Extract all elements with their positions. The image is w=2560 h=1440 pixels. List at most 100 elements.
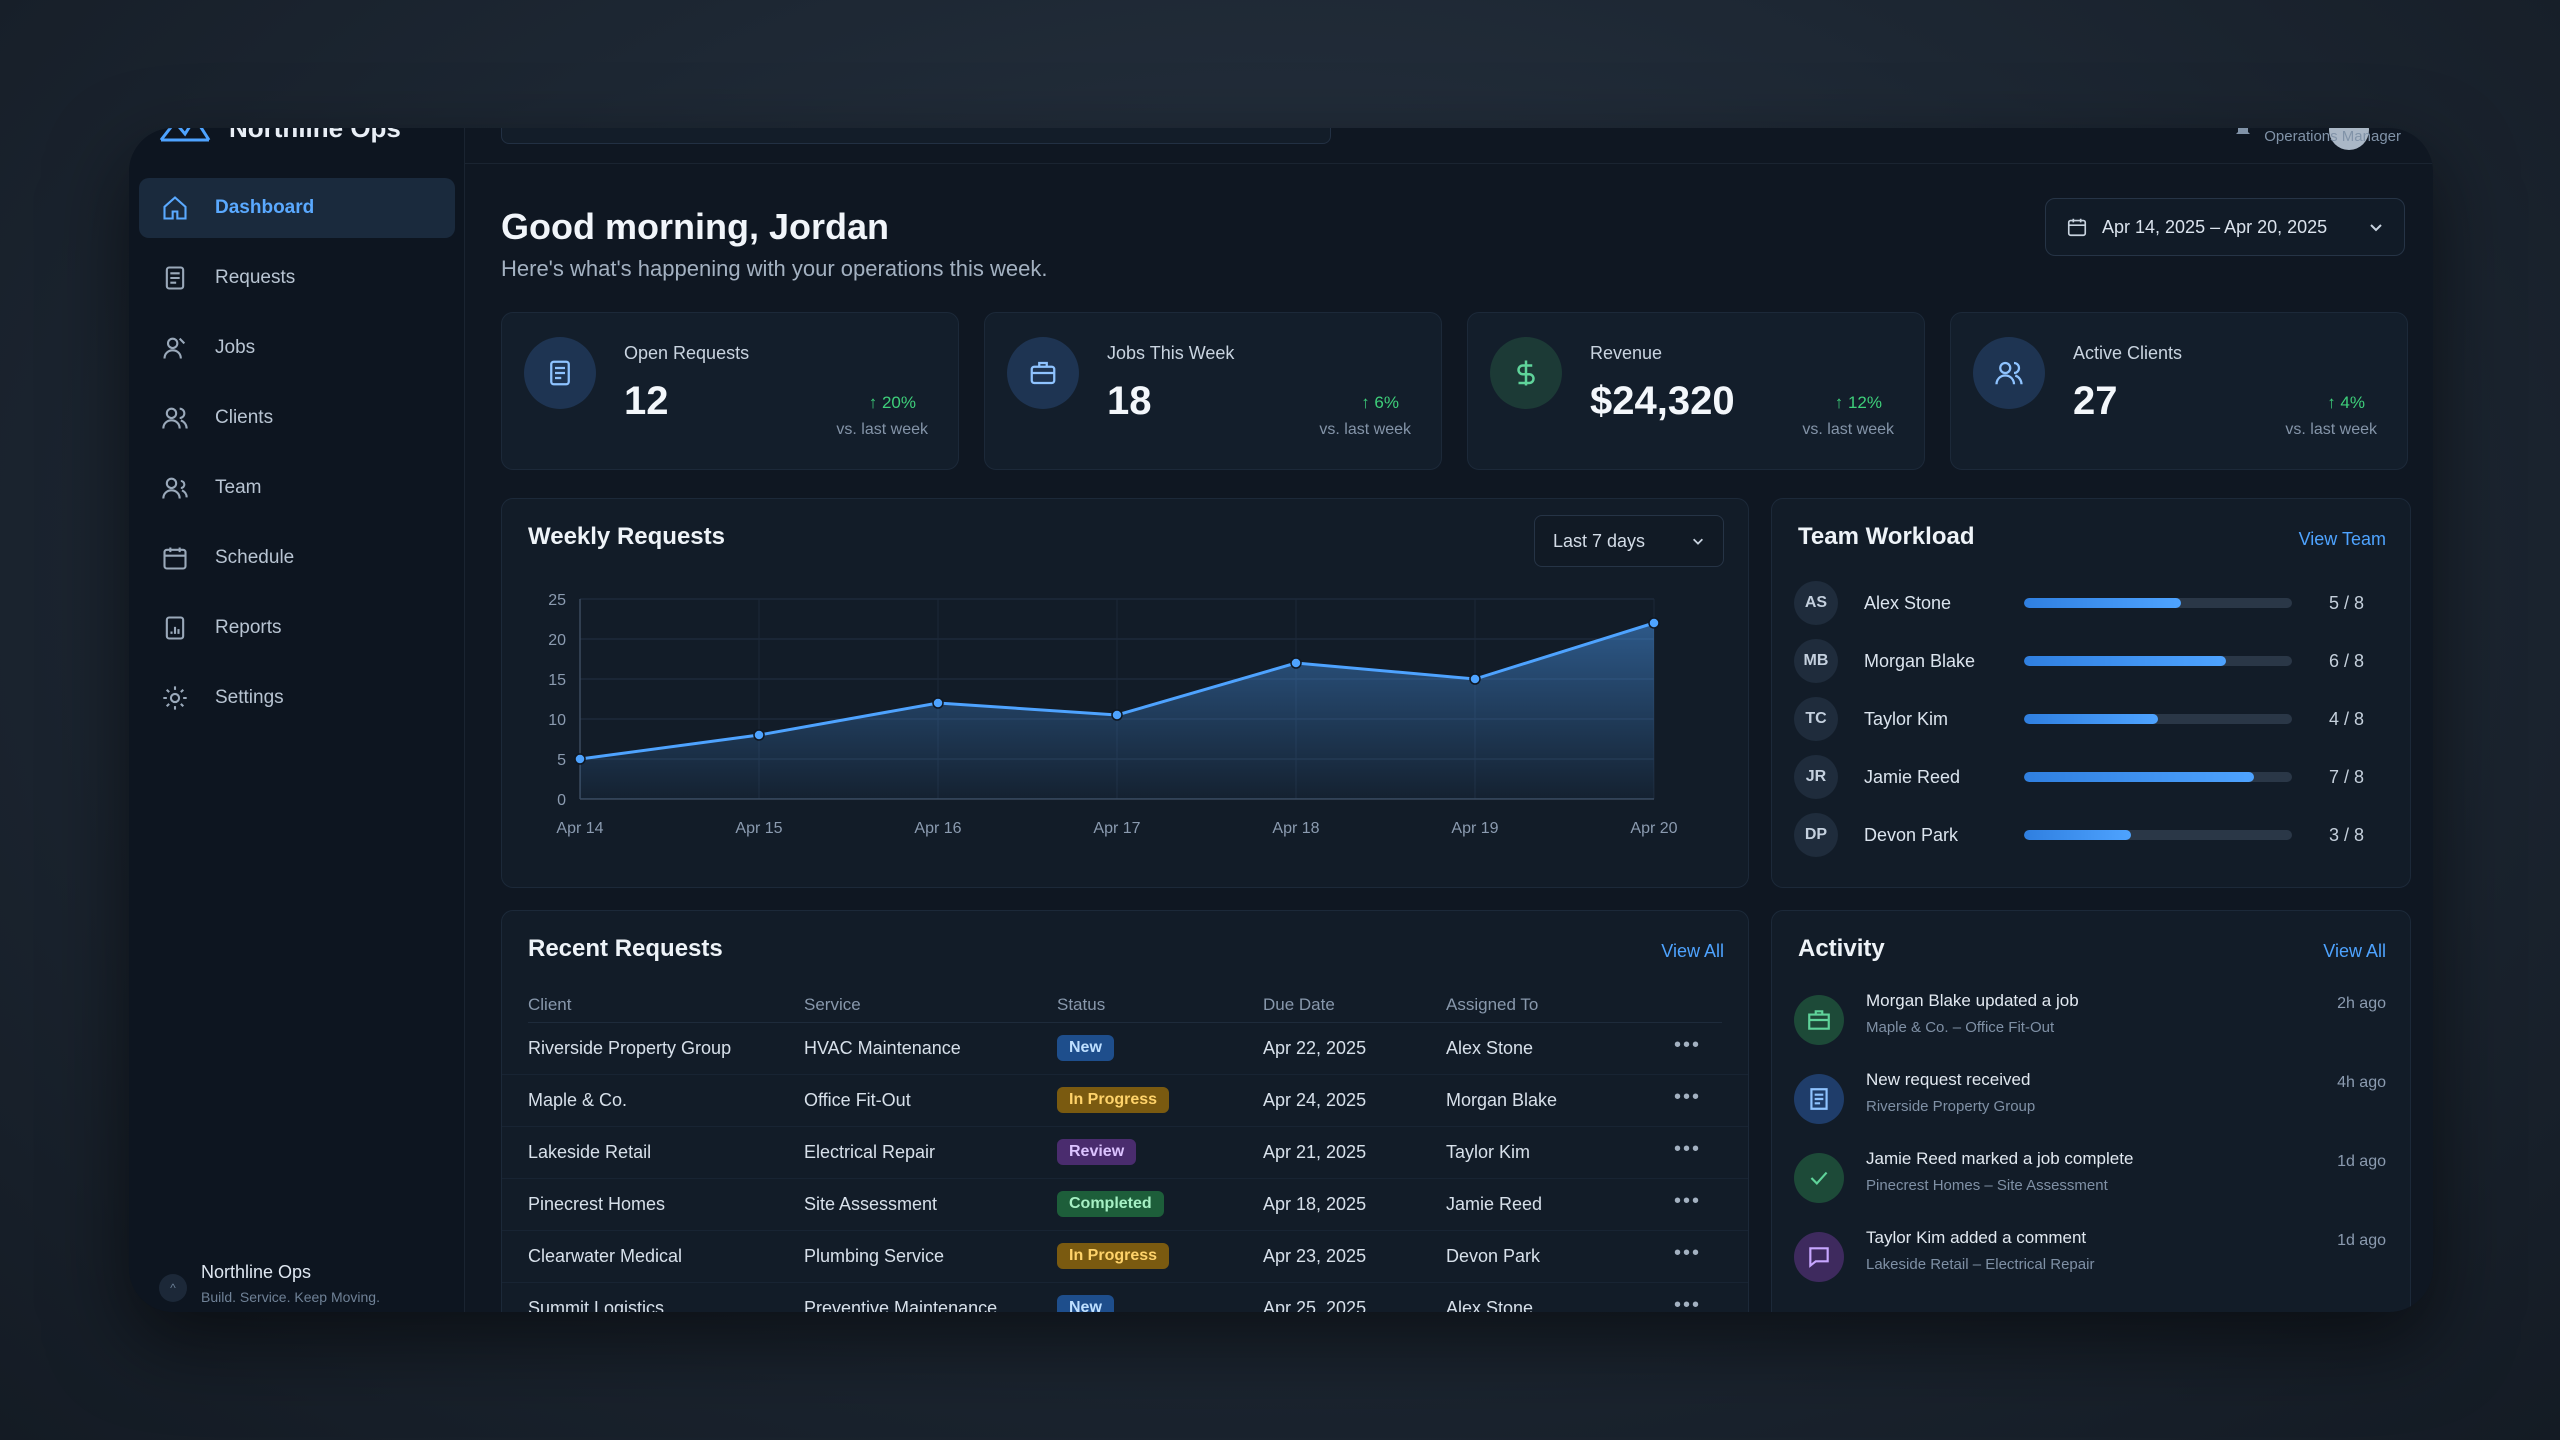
stat-value: 18 — [1107, 379, 1152, 423]
stat-label: Revenue — [1590, 343, 1663, 363]
sidebar-item-dashboard[interactable]: Dashboard — [139, 178, 455, 238]
cell-due-date: Apr 24, 2025 — [1263, 1090, 1367, 1110]
team-member-row[interactable]: AS Alex Stone 5 / 8 — [1794, 581, 2364, 625]
page-title: Good morning, Jordan — [501, 206, 889, 247]
table-row[interactable]: Lakeside Retail Electrical Repair Review Ap… — [502, 1127, 1748, 1179]
team-workload-panel: Team Workload View Team AS Alex Stone 5 / … — [1771, 498, 2411, 888]
gear-icon — [163, 686, 187, 710]
comment-icon — [1794, 1232, 1844, 1282]
activity-time: 1d ago — [2337, 1153, 2386, 1170]
avatar[interactable] — [2329, 128, 2369, 150]
activity-item[interactable]: Jamie Reed marked a job complete Pinecres… — [1794, 1147, 2386, 1219]
more-options-icon[interactable]: ••• — [1674, 1034, 1702, 1056]
sidebar-item-reports[interactable]: Reports — [139, 598, 455, 658]
users-icon — [1973, 337, 2045, 409]
activity-item[interactable]: Taylor Kim added a comment Lakeside Retai… — [1794, 1226, 2386, 1298]
sidebar-item-label: Settings — [215, 687, 284, 708]
team-member-row[interactable]: DP Devon Park 3 / 8 — [1794, 813, 2364, 857]
column-header[interactable]: Client — [528, 995, 572, 1014]
activity-item[interactable]: New request received Riverside Property G… — [1794, 1068, 2386, 1140]
workload-bar-fill — [2024, 830, 2132, 840]
table-row[interactable]: Pinecrest Homes Site Assessment Completed A… — [502, 1179, 1748, 1231]
stat-change: ↑ 6% — [1361, 393, 1399, 413]
y-tick-label: 5 — [557, 752, 566, 769]
topbar: Operations Manager — [465, 128, 2433, 164]
activity-subtext: Maple & Co. – Office Fit-Out — [1866, 1019, 2055, 1036]
sidebar-item-label: Dashboard — [215, 197, 315, 218]
column-header[interactable]: Due Date — [1263, 995, 1335, 1014]
more-options-icon[interactable]: ••• — [1674, 1138, 1702, 1160]
cell-assigned-to: Alex Stone — [1446, 1038, 1534, 1058]
cell-service: Office Fit-Out — [804, 1090, 911, 1110]
stat-card-revenue[interactable]: Revenue $24,320 ↑ 12% vs. last week — [1467, 312, 1925, 470]
data-point — [1111, 709, 1123, 721]
workload-bar — [2024, 656, 2292, 666]
status-badge: In Progress — [1057, 1243, 1170, 1269]
view-all-requests-link[interactable]: View All — [1661, 941, 1724, 961]
team-member-name: Morgan Blake — [1864, 650, 1976, 671]
search-input[interactable] — [501, 128, 1331, 144]
activity-subtext: Riverside Property Group — [1866, 1098, 2036, 1115]
bell-icon[interactable] — [2235, 128, 2251, 136]
x-tick-label: Apr 20 — [1630, 820, 1677, 837]
home-icon — [163, 196, 187, 220]
more-options-icon[interactable]: ••• — [1674, 1086, 1702, 1108]
sidebar-item-label: Team — [215, 477, 262, 498]
brand-logo-icon — [159, 128, 211, 142]
team-member-row[interactable]: JR Jamie Reed 7 / 8 — [1794, 755, 2364, 799]
calendar-icon — [163, 547, 187, 570]
weekly-requests-chart: 0 5 10 15 20 25 Apr 14 Apr 15 Apr 16 Apr 17 Apr 18… — [548, 592, 1677, 837]
view-all-activity-link[interactable]: View All — [2323, 941, 2386, 961]
avatar: DP — [1794, 813, 1838, 857]
stat-card-active-clients[interactable]: Active Clients 27 ↑ 4% vs. last week — [1950, 312, 2408, 470]
more-options-icon[interactable]: ••• — [1674, 1190, 1702, 1212]
y-tick-label: 0 — [557, 792, 566, 809]
recent-requests-panel: Recent Requests View All Client Service … — [501, 910, 1749, 1312]
cell-client: Summit Logistics — [528, 1298, 665, 1312]
more-options-icon[interactable]: ••• — [1674, 1294, 1702, 1312]
weekly-requests-panel: Weekly Requests Last 7 days 0 5 10 15 20 25 Ap… — [501, 498, 1749, 888]
table-row[interactable]: Riverside Property Group HVAC Maintenance… — [502, 1023, 1748, 1075]
stat-comparison: vs. last week — [836, 421, 928, 438]
arrow-up-icon: ↑ — [2327, 393, 2341, 412]
report-icon — [165, 616, 185, 640]
sidebar-item-team[interactable]: Team — [139, 458, 455, 518]
column-header[interactable]: Service — [804, 995, 861, 1014]
dollar-icon — [1490, 337, 1562, 409]
activity-item[interactable]: Morgan Blake updated a job Maple & Co. – … — [1794, 989, 2386, 1061]
stat-label: Active Clients — [2073, 343, 2183, 363]
stat-card-open-requests[interactable]: Open Requests 12 ↑ 20% vs. last week — [501, 312, 959, 470]
jobs-icon — [163, 337, 186, 359]
briefcase-icon — [1007, 337, 1079, 409]
status-badge: Review — [1057, 1139, 1137, 1165]
footer-tagline: Build. Service. Keep Moving. — [201, 1289, 380, 1305]
table-row[interactable]: Clearwater Medical Plumbing Service In Pro… — [502, 1231, 1748, 1283]
stat-change: ↑ 20% — [869, 393, 916, 413]
brand[interactable]: Northline Ops — [159, 128, 401, 148]
sidebar-item-schedule[interactable]: Schedule — [139, 528, 455, 588]
stat-change: ↑ 12% — [1835, 393, 1882, 413]
more-options-icon[interactable]: ••• — [1674, 1242, 1702, 1264]
data-point — [1648, 617, 1660, 629]
app-window: Northline Ops Dashboard Requests Jobs Cl… — [129, 128, 2433, 1312]
status-badge: In Progress — [1057, 1087, 1170, 1113]
status-badge: Completed — [1057, 1191, 1164, 1217]
panel-title: Team Workload — [1798, 523, 1975, 550]
team-member-row[interactable]: MB Morgan Blake 6 / 8 — [1794, 639, 2364, 683]
table-row[interactable]: Summit Logistics Preventive Maintenance Ne… — [502, 1283, 1748, 1312]
sidebar-item-settings[interactable]: Settings — [139, 668, 455, 728]
date-range-picker[interactable]: Apr 14, 2025 – Apr 20, 2025 — [2045, 198, 2405, 256]
stat-card-jobs-this-week[interactable]: Jobs This Week 18 ↑ 6% vs. last week — [984, 312, 1442, 470]
sidebar-item-requests[interactable]: Requests — [139, 248, 455, 308]
sidebar-item-clients[interactable]: Clients — [139, 388, 455, 448]
document-icon — [1794, 1074, 1844, 1124]
range-select[interactable]: Last 7 days — [1534, 515, 1724, 567]
team-member-row[interactable]: TC Taylor Kim 4 / 8 — [1794, 697, 2364, 741]
column-header[interactable]: Assigned To — [1446, 995, 1539, 1014]
view-team-link[interactable]: View Team — [2298, 529, 2386, 549]
column-header[interactable]: Status — [1057, 995, 1106, 1014]
table-row[interactable]: Maple & Co. Office Fit-Out In Progress Apr … — [502, 1075, 1748, 1127]
sidebar-item-label: Reports — [215, 617, 282, 638]
sidebar-item-jobs[interactable]: Jobs — [139, 318, 455, 378]
stat-value: 12 — [624, 379, 669, 423]
